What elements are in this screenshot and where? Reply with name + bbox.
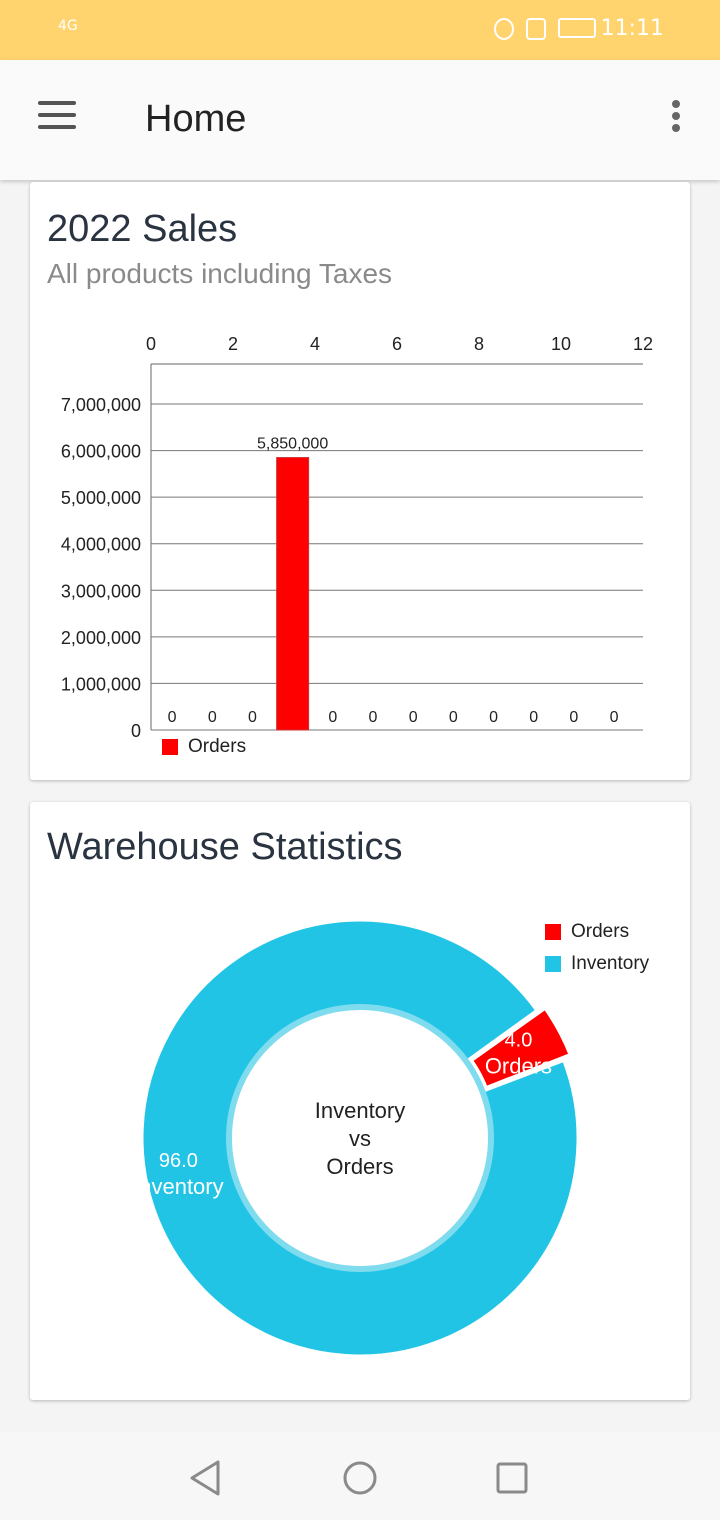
orders-legend-label: Orders — [571, 921, 630, 942]
x-tick-label: 0 — [146, 334, 156, 354]
y-tick-label: 0 — [131, 721, 141, 741]
inventory-legend-label: Inventory — [571, 953, 650, 974]
x-tick-label: 12 — [633, 334, 653, 354]
bar-data-label: 0 — [208, 709, 217, 726]
status-bar: 4G 11:11 — [0, 0, 720, 60]
x-tick-label: 4 — [310, 334, 320, 354]
network-indicator: 4G — [58, 18, 78, 34]
bar-data-label: 0 — [610, 709, 619, 726]
app-bar: Home — [0, 60, 720, 180]
status-time: 11:11 — [600, 16, 664, 41]
donut-center-text: vs — [349, 1126, 371, 1151]
more-vertical-icon[interactable] — [664, 98, 688, 138]
bar — [276, 457, 310, 731]
bar-data-label: 0 — [569, 709, 578, 726]
donut-center-text: Inventory — [315, 1098, 406, 1123]
warehouse-card-title: Warehouse Statistics — [47, 826, 403, 868]
y-tick-label: 7,000,000 — [61, 395, 141, 415]
bar-data-label: 0 — [529, 709, 538, 726]
y-tick-label: 4,000,000 — [61, 535, 141, 555]
slice-name-label: Inventory — [133, 1174, 224, 1199]
status-icons — [494, 18, 596, 40]
sales-card: 2022 Sales All products including Taxes … — [30, 182, 690, 780]
slice-value-label: 4.0 — [505, 1030, 533, 1052]
back-triangle-icon[interactable] — [186, 1458, 226, 1498]
x-tick-label: 10 — [551, 334, 571, 354]
warehouse-legend: Orders Inventory — [545, 916, 649, 980]
bar-data-label: 0 — [409, 709, 418, 726]
alarm-icon — [494, 18, 514, 40]
inner-ring — [226, 1004, 494, 1272]
x-tick-label: 6 — [392, 334, 402, 354]
bar-data-label: 0 — [489, 709, 498, 726]
battery-icon — [558, 18, 596, 38]
bar-data-label: 0 — [248, 709, 257, 726]
warehouse-card: Warehouse Statistics 4.0 Orders 96.0 Invent… — [30, 802, 690, 1400]
y-tick-label: 1,000,000 — [61, 674, 141, 694]
x-tick-label: 2 — [228, 334, 238, 354]
hamburger-menu-icon[interactable] — [30, 98, 82, 138]
y-tick-label: 5,000,000 — [61, 488, 141, 508]
bar-data-label: 0 — [369, 709, 378, 726]
recents-square-icon[interactable] — [492, 1458, 532, 1498]
sales-card-title: 2022 Sales — [47, 208, 238, 250]
orders-legend-label: Orders — [188, 736, 247, 757]
y-tick-label: 2,000,000 — [61, 628, 141, 648]
legend-item-inventory: Inventory — [545, 948, 649, 980]
slice-value-label: 96.0 — [159, 1150, 198, 1172]
orders-legend-swatch — [545, 924, 561, 940]
system-nav-bar — [0, 1432, 720, 1520]
home-circle-icon[interactable] — [340, 1458, 380, 1498]
sales-card-subtitle: All products including Taxes — [47, 258, 393, 289]
bar-data-label: 0 — [168, 709, 177, 726]
bar-data-label: 5,850,000 — [257, 436, 328, 453]
inventory-slice — [140, 918, 580, 1358]
orders-slice — [469, 1006, 572, 1090]
sales-legend: Orders — [162, 736, 246, 758]
bar-data-label: 0 — [328, 709, 337, 726]
y-tick-label: 3,000,000 — [61, 581, 141, 601]
orders-legend-swatch — [162, 739, 178, 755]
vibrate-icon — [526, 18, 546, 40]
page-title: Home — [145, 98, 247, 140]
donut-center-text: Orders — [326, 1154, 393, 1179]
legend-item-orders: Orders — [545, 916, 649, 948]
sales-bar-chart: 0 1,000,000 2,000,000 3,000,000 4,000,000 5,0… — [61, 334, 653, 741]
y-tick-label: 6,000,000 — [61, 442, 141, 462]
inventory-legend-swatch — [545, 956, 561, 972]
x-tick-label: 8 — [474, 334, 484, 354]
slice-name-label: Orders — [485, 1054, 552, 1079]
donut-hole — [234, 1012, 486, 1264]
bar-data-label: 0 — [449, 709, 458, 726]
